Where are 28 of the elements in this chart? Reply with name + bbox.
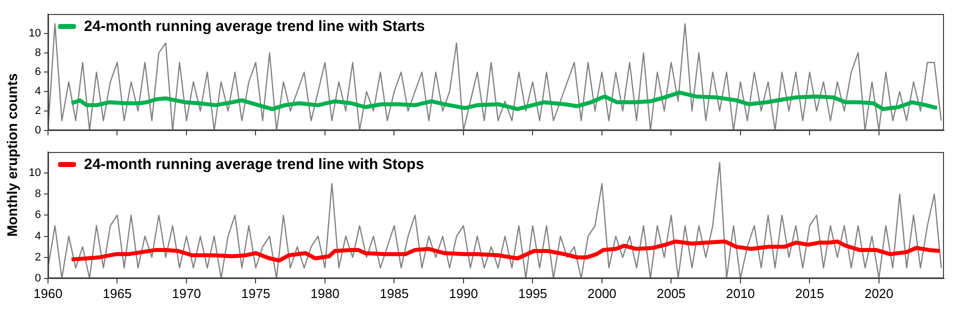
y-tick-label: 0 bbox=[34, 272, 41, 284]
y-tick-label: 6 bbox=[34, 66, 41, 78]
y-tick-label: 4 bbox=[34, 86, 41, 98]
y-tick-label: 6 bbox=[34, 209, 41, 222]
y-tick-label: 2 bbox=[34, 105, 41, 118]
y-tick-label: 8 bbox=[34, 46, 41, 59]
legend-label: 24-month running average trend line with Stops bbox=[84, 156, 424, 173]
x-tick-label: 2000 bbox=[587, 286, 616, 301]
x-tick-label: 2015 bbox=[795, 286, 824, 301]
x-tick-label: 2010 bbox=[726, 286, 755, 301]
y-tick-label: 2 bbox=[34, 251, 41, 264]
x-tick-label: 1970 bbox=[172, 286, 201, 301]
x-tick-label: 1975 bbox=[241, 286, 270, 301]
x-tick-label: 1995 bbox=[518, 286, 548, 301]
x-tick-label: 1965 bbox=[102, 286, 132, 301]
x-tick-label: 2005 bbox=[656, 286, 686, 301]
y-tick-label: 10 bbox=[28, 27, 41, 40]
y-axis-title: Monthly eruption counts bbox=[4, 73, 20, 237]
x-tick-label: 2020 bbox=[864, 286, 894, 301]
y-tick-label: 0 bbox=[34, 124, 41, 136]
legend-label: 24-month running average trend line with Starts bbox=[84, 18, 425, 35]
x-tick-label: 1980 bbox=[310, 286, 340, 301]
x-tick-label: 1960 bbox=[34, 286, 62, 301]
y-tick-label: 8 bbox=[34, 188, 41, 200]
x-tick-label: 1990 bbox=[448, 286, 478, 301]
y-tick-label: 10 bbox=[28, 167, 41, 180]
y-tick-label: 4 bbox=[34, 230, 41, 242]
x-tick-label: 1985 bbox=[380, 286, 409, 301]
